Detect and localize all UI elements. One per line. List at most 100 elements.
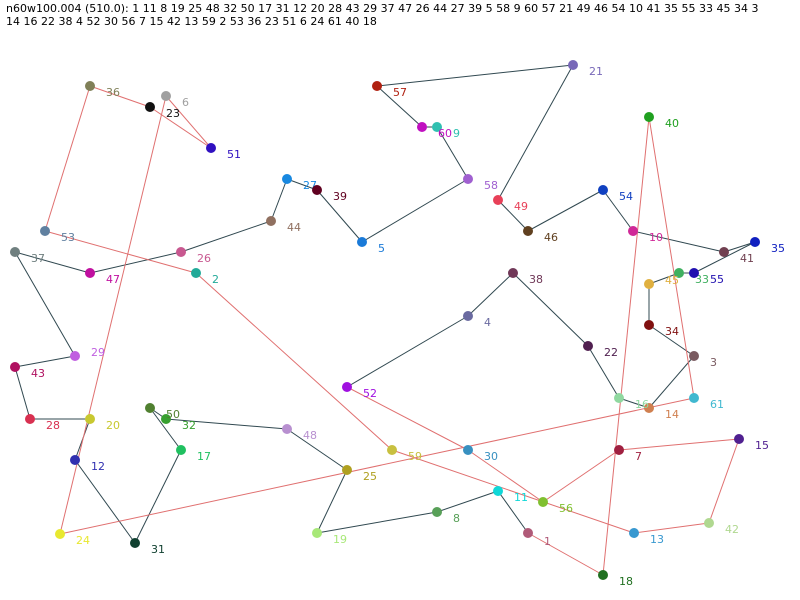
node-label-10: 10 [649, 231, 663, 244]
node-41 [719, 247, 729, 257]
node-label-48: 48 [303, 429, 317, 442]
edge-7-15 [618, 438, 740, 451]
node-label-34: 34 [665, 325, 679, 338]
node-22 [583, 341, 593, 351]
node-21 [568, 60, 578, 70]
edge-28-43 [14, 366, 31, 420]
node-label-19: 19 [333, 533, 347, 546]
node-label-13: 13 [650, 533, 664, 546]
node-2 [191, 268, 201, 278]
node-36 [85, 81, 95, 91]
node-label-43: 43 [31, 367, 45, 380]
edge-47-26 [89, 251, 182, 274]
node-23 [145, 102, 155, 112]
edge-36-23 [89, 85, 151, 108]
node-label-45: 45 [665, 274, 679, 287]
edge-51-6 [165, 95, 212, 149]
node-label-47: 47 [106, 273, 120, 286]
edge-53-36 [44, 85, 91, 232]
edge-49-46 [497, 199, 529, 232]
node-label-7: 7 [635, 450, 642, 463]
node-6 [161, 91, 171, 101]
node-39 [312, 185, 322, 195]
node-label-25: 25 [363, 470, 377, 483]
node-label-21: 21 [589, 65, 603, 78]
node-label-42: 42 [725, 523, 739, 536]
node-49 [493, 195, 503, 205]
node-label-51: 51 [227, 148, 241, 161]
node-33 [674, 268, 684, 278]
header-text: n60w100.004 (510.0): 1 11 8 19 25 48 32 … [6, 2, 796, 28]
node-60 [417, 122, 427, 132]
node-label-17: 17 [197, 450, 211, 463]
node-11 [493, 486, 503, 496]
edge-25-48 [286, 428, 348, 471]
node-28 [25, 414, 35, 424]
edge-59-2 [195, 272, 393, 451]
node-label-46: 46 [544, 231, 558, 244]
node-27 [282, 174, 292, 184]
node-14 [644, 403, 654, 413]
edge-19-25 [316, 469, 348, 534]
node-label-40: 40 [665, 117, 679, 130]
node-20 [85, 414, 95, 424]
edge-29-37 [14, 251, 76, 357]
node-40 [644, 112, 654, 122]
node-label-41: 41 [740, 252, 754, 265]
edge-13-59 [391, 449, 635, 534]
node-35 [750, 237, 760, 247]
node-5 [357, 237, 367, 247]
node-label-4: 4 [484, 316, 491, 329]
node-label-56: 56 [559, 502, 573, 515]
edge-56-7 [542, 449, 620, 503]
node-label-32: 32 [182, 419, 196, 432]
node-37 [10, 247, 20, 257]
node-label-61: 61 [710, 398, 724, 411]
node-44 [266, 216, 276, 226]
edge-3-14 [648, 355, 695, 409]
node-label-5: 5 [378, 242, 385, 255]
node-label-14: 14 [665, 408, 679, 421]
node-label-59: 59 [408, 450, 422, 463]
node-17 [176, 445, 186, 455]
node-59 [387, 445, 397, 455]
node-54 [598, 185, 608, 195]
edge-57-21 [376, 64, 574, 87]
node-label-9: 9 [453, 127, 460, 140]
edge-35-55 [693, 241, 756, 274]
edge-46-54 [527, 189, 604, 232]
node-label-49: 49 [514, 200, 528, 213]
edge-15-42 [708, 438, 740, 524]
node-label-58: 58 [484, 179, 498, 192]
node-label-15: 15 [755, 439, 769, 452]
edge-38-4 [467, 272, 514, 317]
edge-22-38 [512, 272, 589, 347]
node-label-53: 53 [61, 231, 75, 244]
node-52 [342, 382, 352, 392]
node-label-33: 33 [695, 273, 709, 286]
node-1 [523, 528, 533, 538]
edge-44-27 [270, 178, 288, 222]
node-34 [644, 320, 654, 330]
node-61 [689, 393, 699, 403]
node-7 [614, 445, 624, 455]
node-48 [282, 424, 292, 434]
node-57 [372, 81, 382, 91]
node-50 [145, 403, 155, 413]
edge-27-39 [286, 178, 318, 191]
node-56 [538, 497, 548, 507]
node-label-18: 18 [619, 575, 633, 588]
edge-60-57 [376, 85, 423, 128]
edge-58-9 [436, 126, 469, 180]
edges-layer [14, 64, 756, 576]
edge-4-52 [346, 315, 469, 388]
node-10 [628, 226, 638, 236]
node-8 [432, 507, 442, 517]
edge-17-31 [134, 449, 182, 544]
edge-48-32 [165, 418, 288, 430]
node-label-23: 23 [166, 107, 180, 120]
edge-14-16 [618, 397, 650, 409]
edge-18-1 [527, 532, 604, 576]
node-label-12: 12 [91, 460, 105, 473]
edge-54-10 [602, 189, 634, 232]
